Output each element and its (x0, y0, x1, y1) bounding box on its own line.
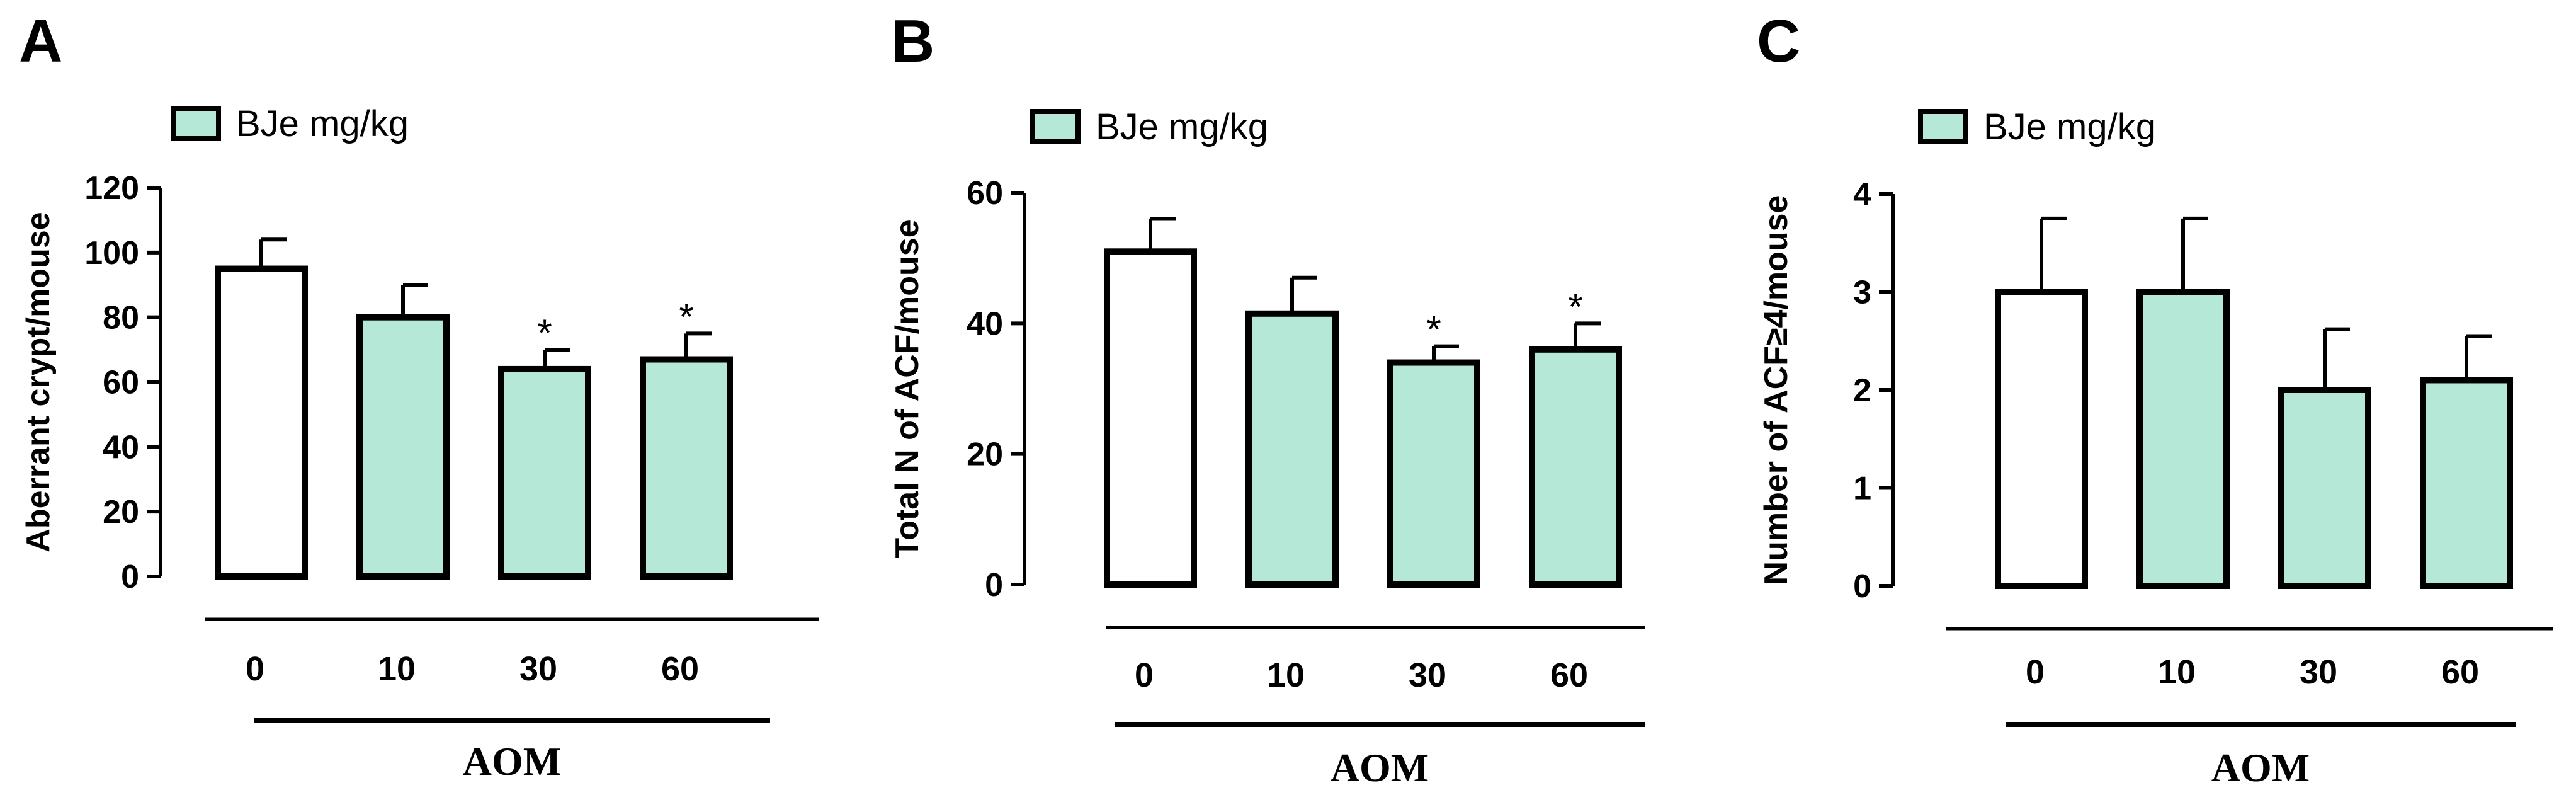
bar (356, 314, 450, 580)
bar (498, 365, 591, 580)
y-tick-label: 60 (967, 175, 1003, 212)
x-tick-label: 30 (2300, 653, 2337, 691)
y-tick-label: 2 (1853, 372, 1871, 409)
y-tick-label: 0 (985, 567, 1003, 603)
bar (215, 265, 308, 580)
bar (2136, 289, 2230, 589)
y-tick-label: 80 (103, 300, 139, 336)
x-tick-label: 60 (1550, 656, 1588, 694)
y-tick-label: 3 (1853, 275, 1871, 311)
legend-label: BJe mg/kg (1096, 106, 1268, 147)
x-tick-label: 10 (378, 650, 416, 688)
legend-swatch (1030, 109, 1081, 144)
y-tick-label: 120 (84, 170, 139, 207)
y-tick-label: 60 (103, 365, 139, 401)
x-tick-label: 0 (246, 650, 264, 688)
bar (1995, 289, 2088, 589)
bar (640, 356, 733, 580)
significance-star: * (537, 312, 552, 354)
y-tick-label: 0 (1853, 568, 1871, 605)
legend-label: BJe mg/kg (236, 103, 409, 144)
y-axis-label: Aberrant crypt/mouse (20, 212, 57, 552)
bar (1104, 248, 1197, 588)
bar (1245, 310, 1339, 588)
bar (2420, 377, 2513, 589)
legend-swatch (1918, 109, 1968, 144)
bar (2278, 387, 2371, 589)
significance-star: * (679, 295, 693, 338)
x-tick-label: 10 (1267, 656, 1305, 694)
panel-letter: C (1757, 8, 1800, 75)
y-tick-label: 40 (103, 429, 139, 466)
x-tick-label: 30 (1409, 656, 1446, 694)
significance-star: * (1426, 309, 1441, 351)
group-label: AOM (2211, 745, 2310, 790)
y-tick-label: 1 (1853, 471, 1871, 507)
panel-letter: A (19, 8, 62, 75)
panel-letter: B (891, 8, 934, 75)
x-tick-label: 0 (2026, 653, 2045, 691)
chart-panel-c: C BJe mg/kg 0 1 2 3 4 Number of ACF≥4/mouse 0 10 3… (1757, 8, 2553, 790)
y-axis-label: Total N of ACF/mouse (889, 219, 926, 558)
y-tick-label: 20 (967, 437, 1003, 473)
group-label: AOM (463, 739, 561, 784)
x-tick-label: 60 (2441, 653, 2479, 691)
legend-label: BJe mg/kg (1983, 106, 2156, 147)
group-label: AOM (1331, 745, 1429, 790)
significance-star: * (1568, 285, 1582, 328)
bar (1529, 346, 1622, 588)
x-tick-label: 30 (519, 650, 557, 688)
y-tick-label: 20 (103, 494, 139, 530)
y-tick-label: 100 (84, 235, 139, 272)
legend-swatch (171, 106, 221, 141)
y-tick-label: 0 (121, 559, 139, 595)
y-axis-label: Number of ACF≥4/mouse (1758, 195, 1795, 585)
x-tick-label: 60 (661, 650, 699, 688)
y-tick-label: 4 (1853, 176, 1871, 213)
x-tick-label: 0 (1135, 656, 1154, 694)
x-tick-label: 10 (2158, 653, 2196, 691)
chart-panel-b: B BJe mg/kg 0 20 40 60 Total N of ACF/mouse 0 10… (889, 8, 1645, 790)
bar (1387, 359, 1480, 588)
y-tick-label: 40 (967, 306, 1003, 342)
